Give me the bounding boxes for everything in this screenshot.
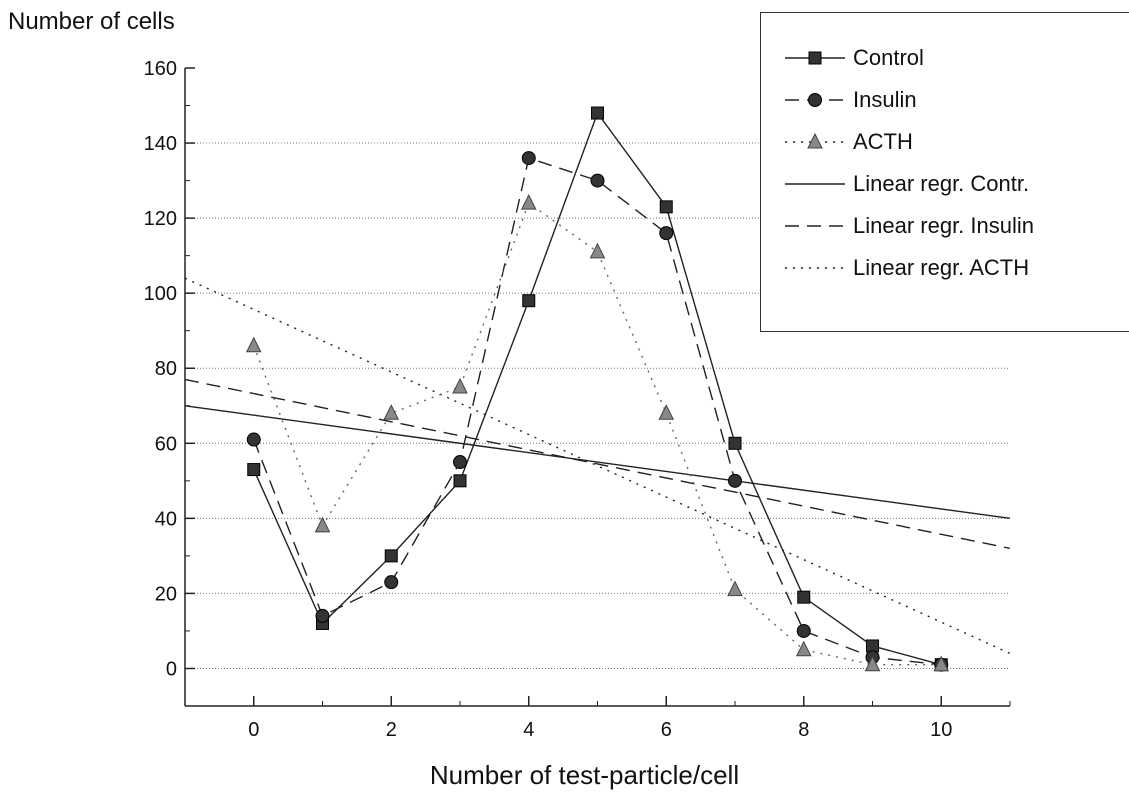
legend-marker-2 xyxy=(807,132,823,149)
point-control-0 xyxy=(247,463,261,477)
point-control-4 xyxy=(522,294,536,308)
legend-item-regr-control: Linear regr. Contr. xyxy=(761,169,1129,199)
point-acth-1 xyxy=(314,516,331,533)
point-control-6 xyxy=(659,200,673,214)
legend-item-acth: ACTH xyxy=(761,127,1129,157)
legend-label-insulin: Insulin xyxy=(853,87,917,112)
point-acth-2 xyxy=(383,404,400,420)
y-tick-label-160: 160 xyxy=(144,58,177,80)
point-control-9 xyxy=(866,639,879,653)
point-insulin-6 xyxy=(659,226,674,241)
legend-swatch-regr-insulin xyxy=(785,225,845,227)
legend-marker-1 xyxy=(808,93,822,107)
point-acth-9 xyxy=(864,655,881,672)
point-insulin-0 xyxy=(246,432,261,447)
point-acth-10 xyxy=(933,655,950,672)
y-tick-label-20: 20 xyxy=(155,583,177,605)
y-tick-label-80: 80 xyxy=(155,358,177,380)
point-acth-5 xyxy=(589,242,606,259)
x-axis-title: Number of test-particle/cell xyxy=(429,760,740,790)
series-line-insulin xyxy=(253,157,942,666)
y-tick-label-40: 40 xyxy=(155,508,177,530)
point-acth-8 xyxy=(795,640,812,657)
y-tick-label-100: 100 xyxy=(144,283,177,305)
legend-swatch-regr-control xyxy=(785,183,845,185)
legend-label-control: Control xyxy=(853,45,924,70)
legend-swatch-control xyxy=(785,51,845,65)
point-acth-6 xyxy=(658,404,675,420)
legend-swatch-regr-acth xyxy=(785,267,845,269)
point-insulin-3 xyxy=(453,455,467,470)
point-insulin-7 xyxy=(728,473,742,488)
point-insulin-2 xyxy=(384,575,399,590)
point-acth-3 xyxy=(452,377,468,394)
legend-label-regr-control: Linear regr. Contr. xyxy=(853,171,1030,196)
x-tick-label-0: 0 xyxy=(248,719,259,741)
legend-item-regr-acth: Linear regr. ACTH xyxy=(761,253,1129,283)
regression-line-1 xyxy=(184,378,1011,550)
point-acth-4 xyxy=(520,193,537,210)
point-control-7 xyxy=(728,436,742,450)
y-tick-label-0: 0 xyxy=(166,658,177,680)
legend-item-insulin: Insulin xyxy=(761,85,1129,115)
point-insulin-5 xyxy=(590,173,605,188)
legend-swatch-insulin xyxy=(785,93,845,107)
x-tick-label-10: 10 xyxy=(930,719,952,741)
legend-marker-0 xyxy=(808,51,822,65)
point-control-5 xyxy=(591,106,604,120)
point-control-8 xyxy=(797,590,811,604)
x-tick-label-2: 2 xyxy=(386,719,397,741)
legend-label-regr-acth: Linear regr. ACTH xyxy=(853,255,1030,280)
legend-item-regr-insulin: Linear regr. Insulin xyxy=(761,211,1129,241)
y-tick-label-120: 120 xyxy=(144,208,177,230)
x-tick-label-8: 8 xyxy=(798,719,809,741)
legend-item-control: Control xyxy=(761,43,1129,73)
point-acth-7 xyxy=(727,580,743,597)
y-axis-title: Number of cells xyxy=(8,8,175,35)
y-tick-label-140: 140 xyxy=(144,133,177,155)
point-control-2 xyxy=(384,549,398,563)
regression-line-2 xyxy=(184,277,1011,655)
point-acth-0 xyxy=(245,336,262,353)
point-insulin-4 xyxy=(521,151,536,166)
x-tick-label-4: 4 xyxy=(523,719,534,741)
x-tick-label-6: 6 xyxy=(661,719,672,741)
legend-label-acth: ACTH xyxy=(853,129,913,154)
series-line-acth xyxy=(253,202,942,666)
regression-line-0 xyxy=(184,405,1011,520)
legend: Control Insulin ACTH Linear regr. Contr.… xyxy=(760,12,1129,332)
legend-swatch-acth xyxy=(785,132,845,149)
point-control-3 xyxy=(453,474,467,488)
legend-label-regr-insulin: Linear regr. Insulin xyxy=(853,213,1034,238)
point-insulin-1 xyxy=(315,608,330,623)
y-tick-label-60: 60 xyxy=(155,433,177,455)
point-insulin-8 xyxy=(796,623,811,638)
